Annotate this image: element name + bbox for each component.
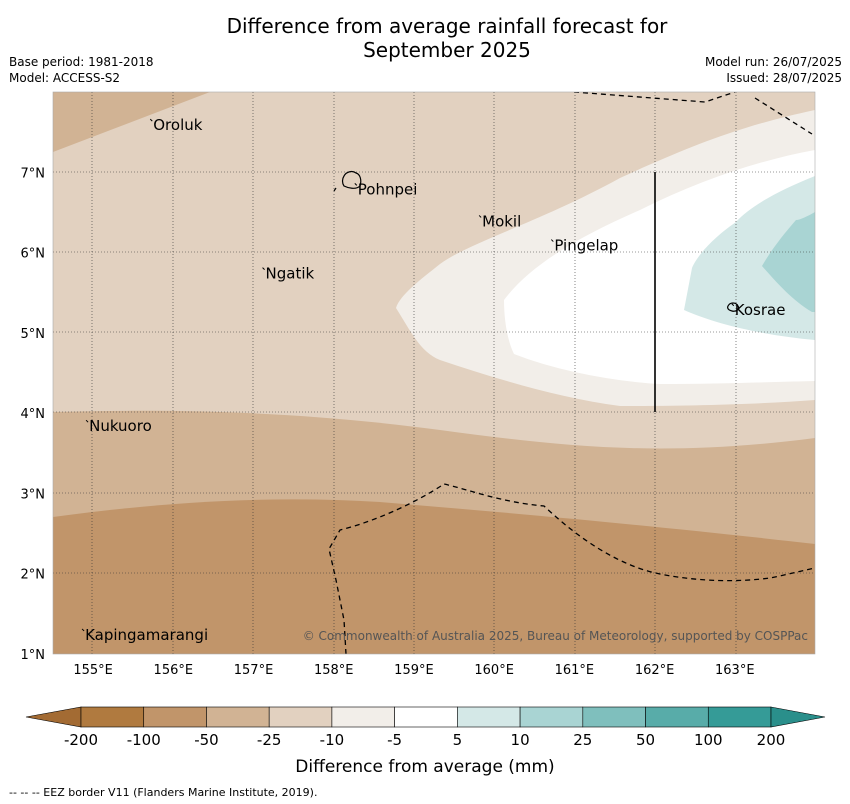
place-ngatik: Ngatik (262, 265, 315, 283)
place-name: Oroluk (153, 116, 202, 134)
pohnpei-island-outline (341, 170, 362, 189)
lat-tick-label: 4°N (21, 407, 46, 422)
eez-note: -- -- -- EEZ border V11 (Flanders Marine… (9, 786, 318, 799)
place-name: Ngatik (266, 265, 315, 283)
place-name: Pingelap (554, 237, 618, 255)
colorbar-segment (268, 706, 333, 728)
place-marker (478, 215, 482, 218)
lon-tick-label: 159°E (394, 663, 434, 678)
place-pingelap: Pingelap (550, 237, 618, 255)
place-nukuoro: Nukuoro (85, 417, 152, 435)
pohnpei-reef (333, 187, 337, 192)
lat-tick-label: 6°N (21, 247, 46, 262)
colorbar-tick-label: -100 (127, 731, 161, 749)
latitude-ticks: 1°N 2°N 3°N 4°N 5°N 6°N 7°N (21, 166, 46, 663)
place-marker (354, 182, 358, 186)
lon-tick-label: 162°E (635, 663, 675, 678)
place-name: Nukuoro (89, 417, 152, 435)
eez-borders (328, 92, 815, 654)
lat-tick-label: 5°N (21, 327, 46, 342)
lon-tick-label: 156°E (154, 663, 194, 678)
place-kapingamarangi: Kapingamarangi (81, 626, 208, 644)
colorbar-tick-label: 50 (636, 731, 655, 749)
colorbar-title: Difference from average (mm) (295, 757, 554, 777)
field-10-to-25 (762, 212, 815, 312)
colorbar-segment (707, 706, 772, 728)
colorbar-tick-label: 5 (453, 731, 463, 749)
issued-date: Issued: 28/07/2025 (726, 71, 842, 85)
colorbar-tick-label: 200 (757, 731, 786, 749)
lon-tick-label: 160°E (474, 663, 514, 678)
meta-left: Base period: 1981-2018 Model: ACCESS-S2 (9, 54, 154, 86)
place-oroluk: Oroluk (149, 116, 203, 134)
model-run: Model run: 26/07/2025 (704, 55, 842, 69)
meta-right: Model run: 26/07/2025 Issued: 28/07/2025 (705, 54, 842, 86)
colorbar: -200 -100 -50 -25 -10 -5 5 10 25 50 100 200 (25, 706, 826, 749)
colorbar-tick-label: 10 (511, 731, 530, 749)
base-period: Base period: 1981-2018 (9, 55, 154, 69)
colorbar-tick-label: -25 (257, 731, 282, 749)
place-kosrae: Kosrae (731, 301, 786, 319)
place-mokil: Mokil (478, 212, 521, 230)
colorbar-tick-label: -10 (320, 731, 345, 749)
copyright-notice: © Commonwealth of Australia 2025, Bureau… (303, 629, 808, 643)
place-marker (149, 118, 153, 122)
longitude-ticks: 155°E 156°E 157°E 158°E 159°E 160°E 161°E 162°E… (73, 663, 754, 678)
field-minus-50-to-100 (53, 499, 815, 654)
lat-tick-label: 3°N (21, 487, 46, 502)
colorbar-segment (80, 706, 145, 728)
colorbar-tick-label: -50 (194, 731, 219, 749)
eez-border-top (573, 92, 813, 135)
colorbar-under-arrow (25, 706, 82, 728)
lon-tick-label: 163°E (715, 663, 755, 678)
colorbar-segment (143, 706, 207, 728)
place-marker (262, 267, 265, 270)
map-frame (52, 91, 816, 655)
place-marker (81, 628, 85, 632)
title-line-1: Difference from average rainfall forecas… (226, 14, 668, 38)
place-name: Mokil (482, 212, 521, 230)
lon-tick-label: 157°E (234, 663, 274, 678)
place-name: Kapingamarangi (85, 626, 208, 644)
place-labels: Oroluk Pohnpei Mokil Pingelap Ngatik Kosrae Nu… (81, 116, 786, 644)
lat-tick-label: 1°N (21, 648, 46, 663)
lon-tick-label: 158°E (314, 663, 354, 678)
colorbar-tick-label: -5 (387, 731, 402, 749)
colorbar-over-arrow (770, 706, 826, 728)
colorbar-tick-label: -200 (64, 731, 98, 749)
place-name: Pohnpei (358, 180, 418, 198)
field-5-to-10 (684, 176, 815, 340)
colorbar-segment (206, 706, 270, 728)
colorbar-segment (582, 706, 646, 728)
lon-tick-label: 161°E (555, 663, 595, 678)
place-marker (731, 303, 735, 307)
lat-tick-label: 7°N (21, 166, 46, 181)
colorbar-segment (519, 706, 584, 728)
lat-tick-label: 2°N (21, 568, 46, 583)
colorbar-segment (394, 706, 458, 728)
colorbar-tick-label: 25 (573, 731, 592, 749)
lon-tick-label: 155°E (73, 663, 113, 678)
colorbar-segment (457, 706, 521, 728)
place-marker (550, 239, 554, 242)
place-pohnpei: Pohnpei (354, 180, 418, 198)
islands (333, 170, 740, 312)
colorbar-segment (645, 706, 709, 728)
place-name: Kosrae (735, 301, 786, 319)
colorbar-segment (331, 706, 395, 728)
colorbar-tick-label: 100 (694, 731, 723, 749)
model-name: Model: ACCESS-S2 (9, 71, 121, 85)
chart-title: Difference from average rainfall forecas… (0, 14, 850, 62)
kosrae-island-outline (727, 302, 740, 312)
place-marker (85, 419, 89, 423)
title-line-2: September 2025 (363, 38, 531, 62)
contour-fields (53, 92, 815, 654)
